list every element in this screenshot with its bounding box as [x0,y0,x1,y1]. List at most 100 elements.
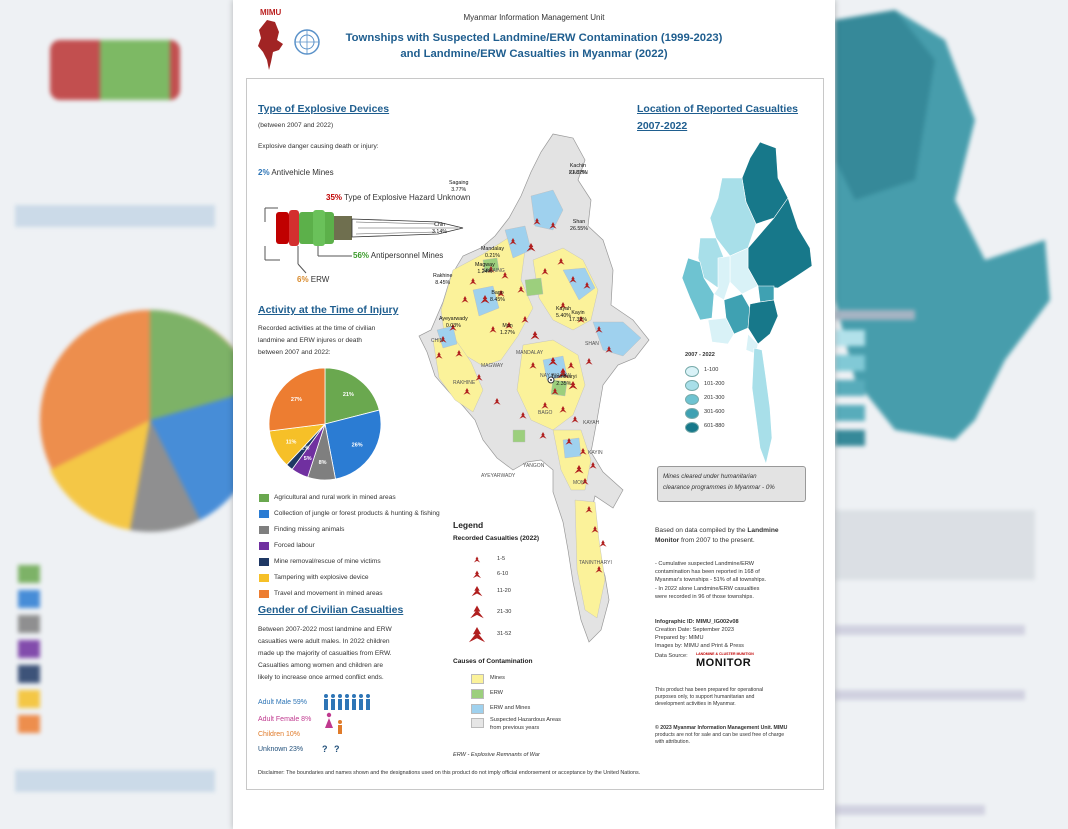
child-figure-icon [338,720,342,734]
cause-erw-swatch [471,689,484,699]
casualty-marker-49 [539,432,547,439]
activity-pie-chart: 21% 26% 8% 5% 2% 11% 27% [268,367,382,481]
region-name: Chin [434,222,445,228]
based-on-line2: Monitor from 2007 to the present. [655,536,755,545]
casualty-marker-32 [559,406,567,413]
pie-label-3: 5% [304,456,312,462]
product-note-2: purposes only, to support humanitarian a… [655,694,755,700]
location-legend-label-2: 201-300 [704,395,725,401]
region-label-mon: Mon 1.27% [500,323,515,336]
unknown-pct: 35% [326,193,343,202]
casualty-marker-5 [501,272,509,279]
antivehicle-row: 2% Antivehicle Mines [258,168,334,177]
casualty-size-legend [468,556,486,643]
casualty-region-map [681,141,813,355]
activity-legend-label-0: Agricultural and rural work in mined are… [274,494,396,501]
casualty-marker-16 [439,336,447,343]
casualty-marker-14 [583,282,591,289]
map-label-kachin: KACHIN [569,170,588,176]
region-label-magway: Magway 1.24% [475,262,495,275]
casualty-range-5: 31-52 [497,631,512,637]
casualty-marker-0 [533,218,541,225]
bullet1-line3: Myanmar's townships - 51% of all townshi… [655,577,767,583]
region-pct: 21.82% [569,169,587,176]
female-figure-icon [325,712,333,728]
location-legend-swatch-2 [685,394,699,405]
product-note-3: development activities in Myanmar. [655,701,736,707]
casualty-marker-13 [569,276,577,283]
region-pct: 1.27% [500,329,516,336]
creation-date: Creation Date: September 2023 [655,627,734,633]
region-name: Magway [475,262,495,268]
activity-legend-swatch-3 [259,542,269,550]
unknown-label: Type of Explosive Hazard Unknown [344,193,471,202]
location-legend-label-3: 301-600 [704,409,725,415]
casualty-marker-17 [435,352,443,359]
location-legend-label-1: 101-200 [704,381,725,387]
casualty-legend-marker-0 [473,556,481,563]
map-label-chin: CHIN [431,338,444,344]
casualty-markers [435,218,613,573]
casualty-marker-46 [463,388,471,395]
casualty-marker-21 [521,316,529,323]
region-name: Shan [572,219,586,225]
explosive-heading: Type of Explosive Devices [258,103,390,115]
antivehicle-label: Antivehicle Mines [271,168,334,177]
casualty-marker-23 [559,302,567,309]
un-emblem-logo [294,29,320,55]
bullet2-line1: - In 2022 alone Landmine/ERW casualties [655,586,760,592]
casualty-marker-9 [497,290,505,297]
activity-heading: Activity at the Time of Injury [258,304,399,316]
activity-legend-label-1: Collection of jungle or forest products … [274,510,440,517]
casualty-marker-2 [509,238,517,245]
map-label-magway: MAGWAY [481,363,504,369]
location-legend-swatch-3 [685,408,699,419]
org-name: Myanmar Information Management Unit [463,13,605,22]
legend-heading: Legend [453,520,484,530]
casualty-range-4: 21-30 [497,609,512,615]
prepared-by: Prepared by: MIMU [655,635,704,641]
gender-unknown: Unknown 23% [258,746,304,753]
casualty-marker-48 [519,412,527,419]
casualty-marker-44 [605,346,613,353]
casualty-marker-41 [595,566,603,573]
mines-cleared-line1: Mines cleared under humanitarian [663,473,757,480]
unknown-symbols: ? ? [322,744,342,754]
casualty-marker-15 [449,324,457,331]
cause-suspected-label: Suspected Hazardous Areas [490,717,561,723]
region-label-shan: Shan 26.55% [570,219,588,232]
erw-note: ERW - Explosive Remnants of War [453,752,540,758]
casualty-marker-11 [541,268,549,275]
copyright-1: © 2023 Myanmar Information Management Un… [655,725,788,731]
region-pct: 0.21% [484,252,500,259]
pie-slice-0 [324,367,380,425]
region-pct: 8.45% [435,279,451,286]
erw-pct: 6% [297,275,309,284]
activity-desc-1: Recorded activities at the time of civil… [258,325,376,332]
region-name: Kachin [569,163,587,169]
casualty-marker-50 [574,465,584,474]
activity-legend-swatch-5 [259,574,269,582]
based-on-text: Based on data compiled by the [655,527,748,534]
casualty-marker-30 [551,388,559,395]
tanintharyi-region-shape [751,348,773,466]
cause-suspected-swatch [471,718,484,728]
casualty-range-1: 1-5 [497,556,506,562]
pie-label-2: 8% [319,460,327,466]
location-legend-swatch-1 [685,380,699,391]
casualty-marker-35 [579,448,587,455]
map-label-ayeyarwady: AYEYARWADY [481,473,516,479]
location-legend-swatch-4 [685,422,699,433]
activity-desc-3: between 2007 and 2022: [258,349,331,356]
map-label-yangon: YANGON [523,463,545,469]
cause-erw-mines-label: ERW and Mines [490,705,531,711]
monitor-logo: MONITOR [696,657,752,669]
map-label-kayah: KAYAH [583,420,600,426]
gender-desc-1: Between 2007-2022 most landmine and ERW [258,626,392,633]
activity-legend-swatch-4 [259,558,269,566]
bullet1-line2: contamination has been reported in 168 o… [655,569,760,575]
background-blur-left-art [15,40,240,792]
casualty-range-3: 11-20 [497,588,511,594]
region-label-kachin: Kachin 21.82% [569,163,587,176]
product-note-1: This product has been prepared for opera… [655,687,764,693]
